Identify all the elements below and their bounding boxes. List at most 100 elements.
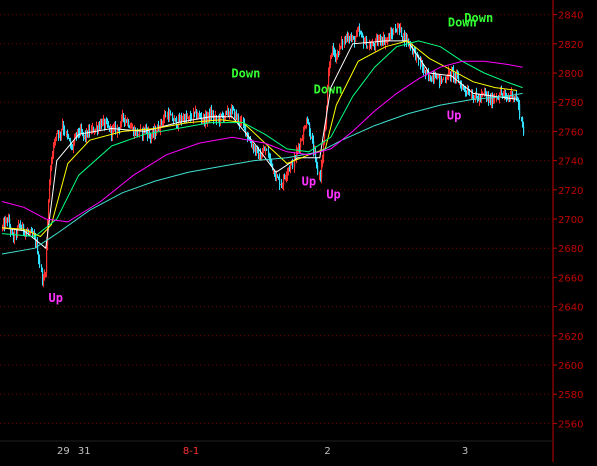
candle-body — [308, 122, 310, 124]
price-tick-label: 2700 — [558, 215, 583, 226]
candle-body — [69, 138, 71, 141]
candle-body — [280, 184, 282, 186]
candle-body — [91, 129, 93, 134]
candle-body — [434, 76, 436, 80]
candle-body — [507, 98, 509, 100]
candle-body — [385, 41, 387, 44]
candle-body — [393, 29, 395, 35]
candle-body — [64, 129, 66, 135]
price-tick-label: 2800 — [558, 69, 583, 80]
candle-body — [18, 223, 20, 228]
candle-body — [504, 93, 506, 95]
candle-body — [228, 109, 230, 115]
candle-body — [401, 27, 403, 37]
candle-body — [332, 46, 334, 54]
candle-body — [103, 119, 105, 121]
candle-body — [472, 94, 474, 99]
candle-body — [98, 125, 100, 131]
candle-body — [104, 119, 106, 127]
candle-body — [250, 140, 252, 143]
candle-body — [237, 117, 239, 119]
candle-body — [423, 68, 425, 72]
candle-body — [22, 224, 24, 229]
candle-body — [514, 97, 516, 99]
candle-body — [225, 111, 227, 117]
candle-body — [493, 99, 495, 104]
candle-body — [322, 157, 324, 166]
candle-body — [231, 108, 233, 116]
candle-body — [238, 117, 240, 123]
candle-body — [83, 132, 85, 136]
candle-body — [199, 114, 201, 116]
candle-body — [55, 137, 57, 141]
candle-body — [266, 149, 268, 151]
candle-body — [274, 169, 276, 177]
candle-body — [34, 235, 36, 237]
candle-body — [202, 119, 204, 121]
candle-body — [440, 78, 442, 83]
candle-body — [46, 245, 48, 274]
candle-body — [128, 120, 130, 127]
candle-body — [29, 231, 31, 233]
candle-body — [312, 136, 314, 142]
candle-body — [119, 127, 121, 129]
candle-body — [519, 104, 521, 118]
candle-body — [464, 86, 466, 90]
candle-body — [165, 115, 167, 117]
candle-body — [188, 116, 190, 119]
candle-body — [130, 127, 132, 129]
candle-body — [131, 127, 133, 129]
candle-body — [316, 157, 318, 166]
candle-body — [258, 149, 260, 159]
candle-body — [334, 51, 336, 54]
candle-body — [279, 178, 281, 185]
candle-body — [361, 33, 363, 35]
candle-body — [296, 150, 298, 159]
candle-body — [510, 96, 512, 98]
candle-body — [483, 92, 485, 94]
date-tick-label: 29 — [57, 446, 70, 457]
candle-body — [284, 176, 286, 178]
candle-body — [17, 227, 19, 235]
candle-body — [282, 184, 284, 186]
candle-body — [513, 97, 515, 99]
date-tick-label: 31 — [78, 446, 91, 457]
candle-body — [218, 117, 220, 120]
price-tick-label: 2600 — [558, 361, 583, 372]
candle-body — [150, 135, 152, 139]
candle-body — [9, 218, 11, 227]
candle-body — [211, 110, 213, 117]
candle-body — [179, 117, 181, 122]
candle-body — [21, 227, 23, 229]
candle-body — [31, 230, 33, 232]
candle-body — [216, 115, 218, 120]
candle-body — [487, 95, 489, 97]
candle-body — [154, 129, 156, 135]
price-tick-label: 2580 — [558, 390, 583, 401]
candle-body — [256, 148, 258, 153]
candle-body — [54, 140, 56, 146]
candle-body — [123, 114, 125, 119]
candle-body — [455, 73, 457, 78]
candle-body — [100, 122, 102, 128]
candle-body — [428, 73, 430, 77]
candle-body — [118, 127, 120, 129]
candle-body — [190, 116, 192, 119]
candle-body — [400, 27, 402, 30]
candle-body — [163, 118, 165, 123]
candle-body — [107, 121, 109, 126]
candle-body — [485, 91, 487, 94]
candle-body — [197, 116, 199, 118]
candle-body — [373, 42, 375, 46]
candle-body — [427, 71, 429, 74]
candle-body — [4, 221, 6, 228]
candle-body — [85, 135, 87, 138]
candle-body — [275, 176, 277, 179]
candle-body — [172, 114, 174, 121]
candle-body — [73, 143, 75, 148]
candle-body — [171, 114, 173, 116]
candle-body — [226, 111, 228, 113]
candle-body — [311, 136, 313, 139]
candle-body — [408, 38, 410, 44]
candle-body — [229, 113, 231, 115]
